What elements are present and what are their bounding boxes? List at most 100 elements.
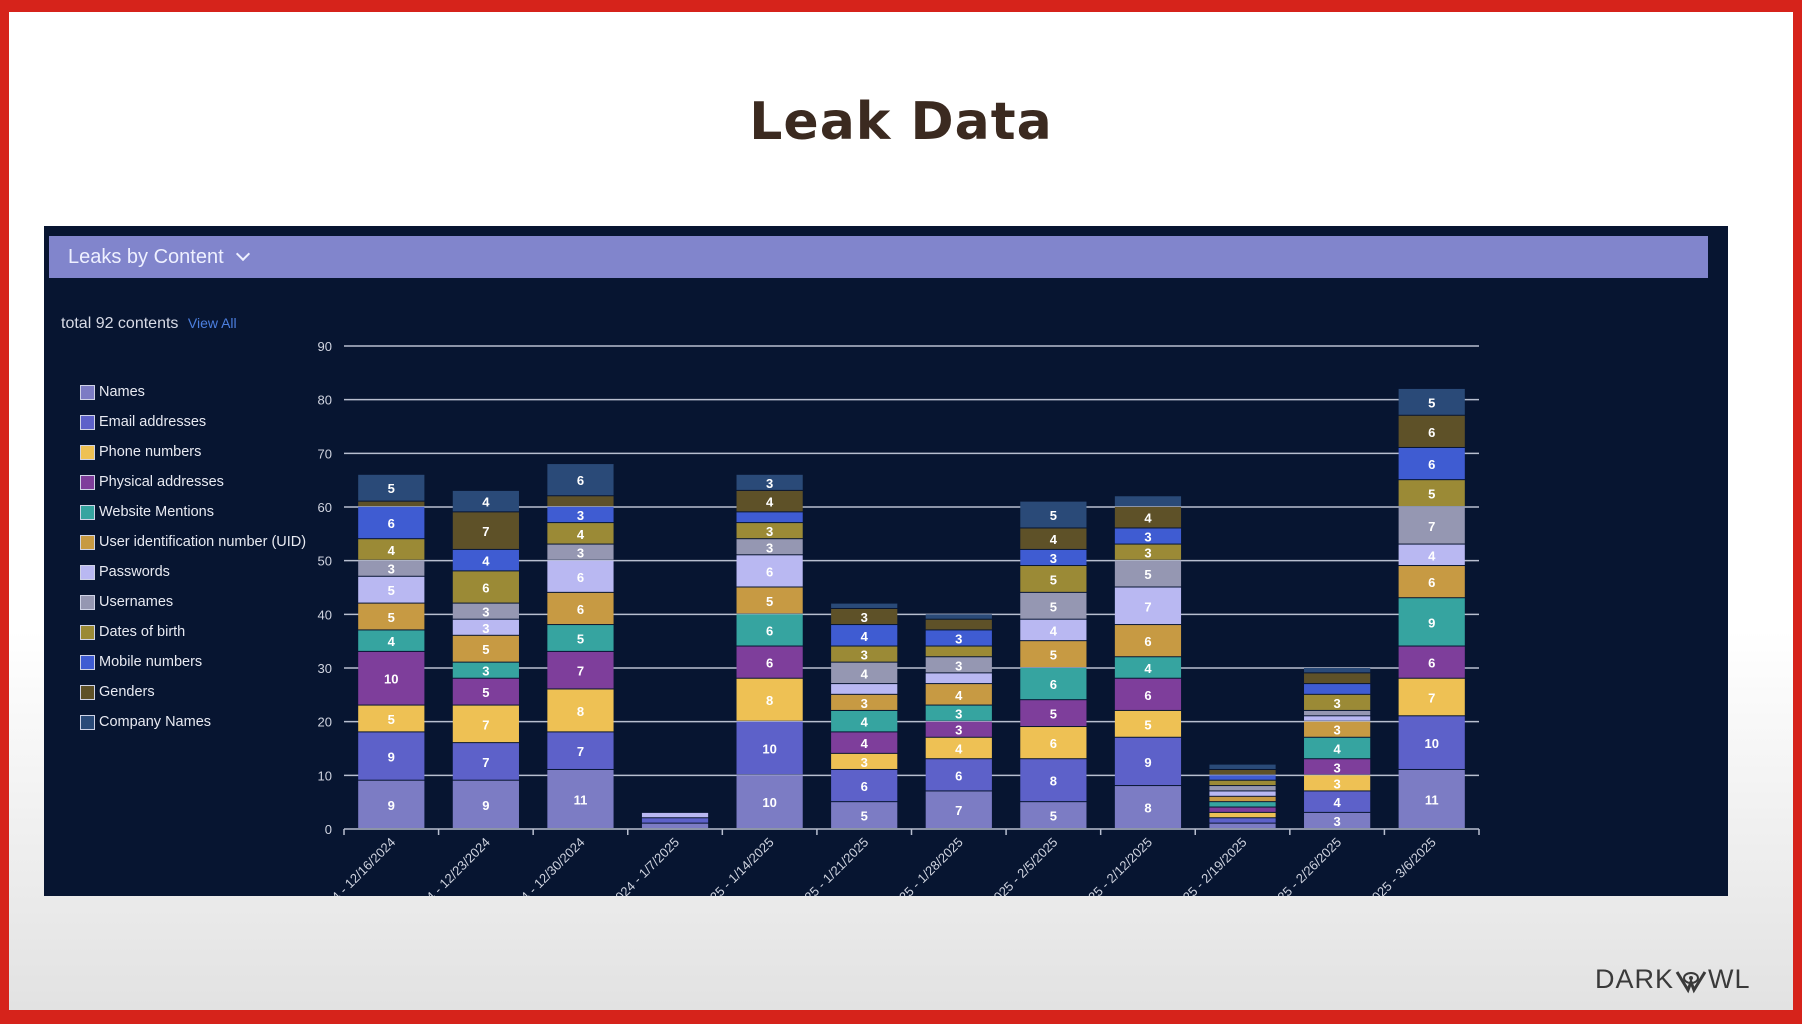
y-tick-label: 10	[318, 768, 332, 783]
bar-segment	[358, 780, 425, 828]
bar-segment	[1398, 447, 1465, 480]
data-label: 3	[861, 696, 868, 711]
darkowl-logo: DARK WL	[1595, 964, 1751, 995]
bar-segment	[1114, 710, 1182, 737]
bar-segment	[831, 603, 898, 608]
data-label: 6	[861, 779, 868, 794]
logo-text-left: DARK	[1595, 964, 1675, 994]
legend-item[interactable]: Phone numbers	[80, 437, 306, 467]
data-label: 6	[577, 602, 584, 617]
data-label: 3	[1050, 551, 1057, 566]
bar-segment	[736, 523, 803, 539]
bar-segment	[547, 592, 614, 625]
data-label: 7	[482, 524, 489, 539]
bar-segment	[831, 625, 898, 646]
y-tick-label: 80	[318, 393, 332, 408]
data-label: 3	[766, 476, 773, 491]
bar-segment	[547, 625, 614, 651]
data-label: 6	[577, 570, 584, 585]
legend-swatch	[80, 684, 95, 700]
legend-item[interactable]: Mobile numbers	[80, 647, 306, 677]
bar-segment	[1209, 812, 1276, 818]
data-label: 5	[1050, 572, 1057, 587]
data-label: 3	[577, 546, 584, 561]
bar-segment	[1398, 388, 1465, 415]
legend-item[interactable]: Usernames	[80, 587, 306, 617]
legend-item[interactable]: Physical addresses	[80, 467, 306, 497]
bar-segment	[925, 673, 992, 684]
data-label: 4	[1334, 742, 1342, 757]
data-label: 3	[766, 524, 773, 539]
legend-item[interactable]: Genders	[80, 677, 306, 707]
bar-segment	[925, 630, 992, 646]
data-label: 6	[1144, 688, 1151, 703]
y-tick-label: 30	[318, 661, 332, 676]
data-label: 6	[766, 656, 773, 671]
legend-label: Genders	[99, 684, 155, 700]
y-tick-label: 40	[318, 607, 332, 622]
data-label: 4	[861, 715, 869, 730]
bar-segment	[641, 823, 709, 828]
data-label: 6	[1428, 425, 1435, 440]
panel-header-label: Leaks by Content	[68, 245, 224, 268]
legend-item[interactable]: Company Names	[80, 707, 306, 737]
data-label: 6	[577, 473, 584, 488]
legend-swatch	[80, 714, 95, 730]
bar-segment	[358, 576, 425, 603]
bar-segment	[1114, 737, 1182, 786]
bar-segment	[1304, 673, 1371, 684]
total-contents-text: total 92 contents	[61, 315, 179, 332]
bar-segment	[1114, 678, 1182, 710]
view-all-link[interactable]: View All	[187, 315, 237, 331]
bar-segment	[547, 507, 614, 523]
x-tick-label: 2024 - 12/30/2024	[502, 835, 587, 896]
data-label: 5	[1144, 717, 1151, 732]
bar-segment	[358, 630, 425, 651]
bar-segment	[1304, 791, 1371, 812]
slide: Leak Data 0 10 20 30 40 50 60 70 80 90 9 9 5 10 4 5 5 3 4 6…	[9, 12, 1793, 1010]
bar-segment	[925, 619, 992, 630]
legend-item[interactable]: Website Mentions	[80, 497, 306, 527]
leaks-by-content-dropdown[interactable]: Leaks by Content	[49, 236, 1708, 278]
bar-segment	[1209, 786, 1276, 791]
bar-segment	[1398, 544, 1465, 566]
y-tick-label: 90	[318, 339, 332, 354]
data-label: 4	[955, 742, 963, 757]
data-label: 3	[1334, 760, 1341, 775]
bar-segment	[1398, 678, 1465, 716]
bar-segment	[358, 705, 425, 732]
owl-eye-icon	[1674, 966, 1708, 994]
data-label: 5	[577, 631, 584, 646]
legend-item[interactable]: Email addresses	[80, 407, 306, 437]
data-label: 3	[955, 658, 962, 673]
data-label: 6	[1428, 575, 1435, 590]
legend-item[interactable]: Names	[80, 377, 306, 407]
bar-segment	[831, 646, 898, 662]
bar-segment	[925, 705, 992, 721]
legend-item[interactable]: Dates of birth	[80, 617, 306, 647]
x-tick-label: /2025 - 1/14/2025	[694, 835, 777, 896]
chevron-down-icon	[235, 246, 250, 262]
data-label: 8	[766, 693, 773, 708]
legend-item[interactable]: Passwords	[80, 557, 306, 587]
bar-segment	[736, 775, 803, 828]
data-label: 3	[1334, 814, 1341, 829]
legend-swatch	[80, 504, 95, 520]
data-label: 6	[1144, 634, 1151, 649]
data-label: 3	[861, 755, 868, 770]
bar-segment	[547, 732, 614, 769]
bar-segment	[641, 818, 709, 823]
bar-segment	[1209, 791, 1276, 796]
bar-segment	[641, 812, 709, 818]
legend-label: Usernames	[99, 594, 174, 610]
data-label: 3	[955, 707, 962, 722]
bar-segment	[1398, 646, 1465, 678]
bar-segment	[925, 759, 992, 791]
data-label: 6	[766, 564, 773, 579]
bar-segment	[1304, 716, 1371, 721]
bar-segment	[736, 587, 803, 614]
legend-item[interactable]: User identification number (UID)	[80, 527, 306, 557]
legend-swatch	[80, 534, 95, 550]
legend-label: Mobile numbers	[99, 654, 203, 670]
bar-segment	[358, 560, 425, 576]
